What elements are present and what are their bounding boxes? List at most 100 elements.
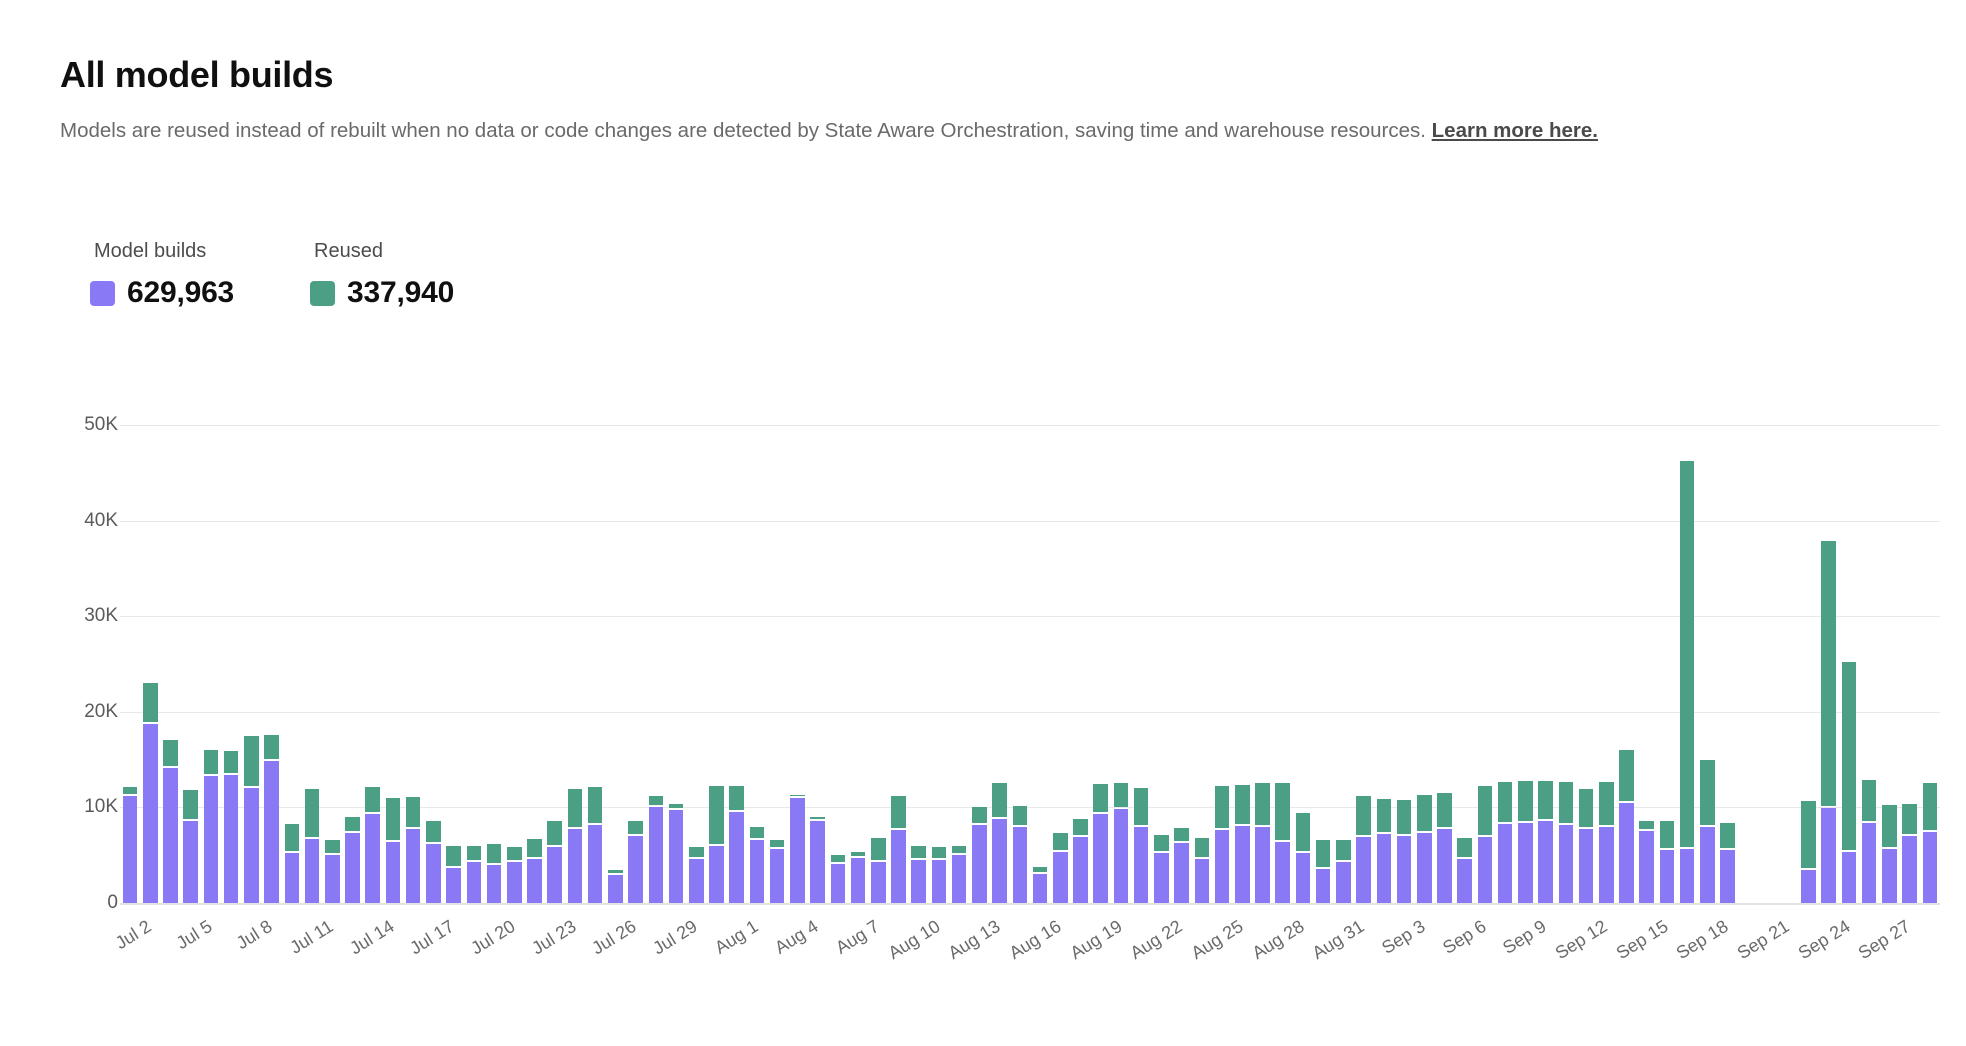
bar-column[interactable] [1214,400,1230,903]
bar-segment-reused [466,845,482,860]
bar-column[interactable] [1619,400,1634,903]
bar-column[interactable] [1801,400,1816,903]
bar-column[interactable] [325,400,340,903]
bar-column[interactable] [1255,400,1270,903]
bar-column[interactable] [992,400,1007,903]
bar-column[interactable] [1113,400,1129,903]
bar-column[interactable] [1457,400,1473,903]
bar-column[interactable] [1538,400,1553,903]
bar-column[interactable] [304,400,320,903]
bar-segment-reused [183,790,199,819]
bar-column[interactable] [547,400,563,903]
bar-column[interactable] [749,400,765,903]
bar-column[interactable] [1053,400,1068,903]
bar-column[interactable] [1679,400,1695,903]
bar-column[interactable] [365,400,381,903]
bar-column[interactable] [951,400,967,903]
bar-column[interactable] [1295,400,1311,903]
bar-column[interactable] [1032,400,1048,903]
bar-column[interactable] [911,400,927,903]
bar-column[interactable] [871,400,886,903]
bar-column[interactable] [628,400,643,903]
legend-item-reused[interactable]: Reused 337,940 [310,240,454,310]
bar-column[interactable] [1558,400,1574,903]
bar-column[interactable] [426,400,441,903]
bar-column[interactable] [769,400,785,903]
bar-column[interactable] [1174,400,1189,903]
bar-column[interactable] [709,400,724,903]
legend-item-model-builds[interactable]: Model builds 629,963 [90,240,234,310]
bar-column[interactable] [284,400,300,903]
bar-column[interactable] [1599,400,1614,903]
bar-column[interactable] [1275,400,1291,903]
bar-column[interactable] [790,400,805,903]
bar-column[interactable] [486,400,502,903]
bar-segment-reused [1821,540,1837,807]
bar-column[interactable] [608,400,623,903]
bar-column[interactable] [1720,400,1735,903]
bar-column[interactable] [1396,400,1412,903]
bar-column[interactable] [729,400,745,903]
bar-column[interactable] [1417,400,1432,903]
bar-column[interactable] [1477,400,1493,903]
bar-column[interactable] [1639,400,1655,903]
bar-column[interactable] [850,400,866,903]
bar-column[interactable] [163,400,178,903]
bar-column[interactable] [527,400,542,903]
bar-column[interactable] [1093,400,1109,903]
bar-column[interactable] [891,400,906,903]
bar-segment-reused [830,855,846,862]
bar-column[interactable] [1154,400,1169,903]
bar-column[interactable] [1922,400,1938,903]
bar-column[interactable] [1012,400,1028,903]
gridline-40K [120,520,1940,522]
bar-column[interactable] [385,400,401,903]
bar-column[interactable] [972,400,987,903]
bar-column[interactable] [1235,400,1250,903]
bar-column[interactable] [1659,400,1675,903]
bar-segment-reused [790,794,805,796]
bar-column[interactable] [183,400,199,903]
bar-column[interactable] [1882,400,1897,903]
bar-column[interactable] [1841,400,1857,903]
bar-column[interactable] [1518,400,1533,903]
bar-column[interactable] [264,400,279,903]
bar-column[interactable] [446,400,461,903]
bar-column[interactable] [1861,400,1877,903]
bar-column[interactable] [1497,400,1513,903]
bar-column[interactable] [345,400,360,903]
bar-column[interactable] [810,400,825,903]
bar-column[interactable] [648,400,664,903]
bar-column[interactable] [1902,400,1917,903]
bar-column[interactable] [931,400,947,903]
bar-column[interactable] [689,400,704,903]
bar-column[interactable] [1821,400,1837,903]
bar-column[interactable] [122,400,138,903]
learn-more-link[interactable]: Learn more here. [1431,118,1598,142]
bar-column[interactable] [830,400,846,903]
bar-column[interactable] [1376,400,1392,903]
bar-column[interactable] [244,400,259,903]
bar-column[interactable] [1073,400,1088,903]
bar-segment-model-builds [1053,852,1068,903]
bar-column[interactable] [1315,400,1331,903]
bar-column[interactable] [567,400,583,903]
bar-column[interactable] [1356,400,1371,903]
bar-column[interactable] [668,400,684,903]
bar-column[interactable] [507,400,522,903]
bar-column[interactable] [1700,400,1715,903]
bar-column[interactable] [1133,400,1149,903]
bar-column[interactable] [143,400,158,903]
bar-column[interactable] [405,400,421,903]
bar-column[interactable] [466,400,482,903]
bar-segment-model-builds [466,861,482,903]
bar-column[interactable] [223,400,239,903]
bar-column[interactable] [587,400,603,903]
bar-column[interactable] [1437,400,1452,903]
bar-column[interactable] [1194,400,1210,903]
bar-column[interactable] [1336,400,1351,903]
y-axis-tick-label: 40K [84,509,118,531]
bar-column[interactable] [1578,400,1594,903]
bar-column[interactable] [203,400,219,903]
bar-segment-reused [507,846,522,860]
